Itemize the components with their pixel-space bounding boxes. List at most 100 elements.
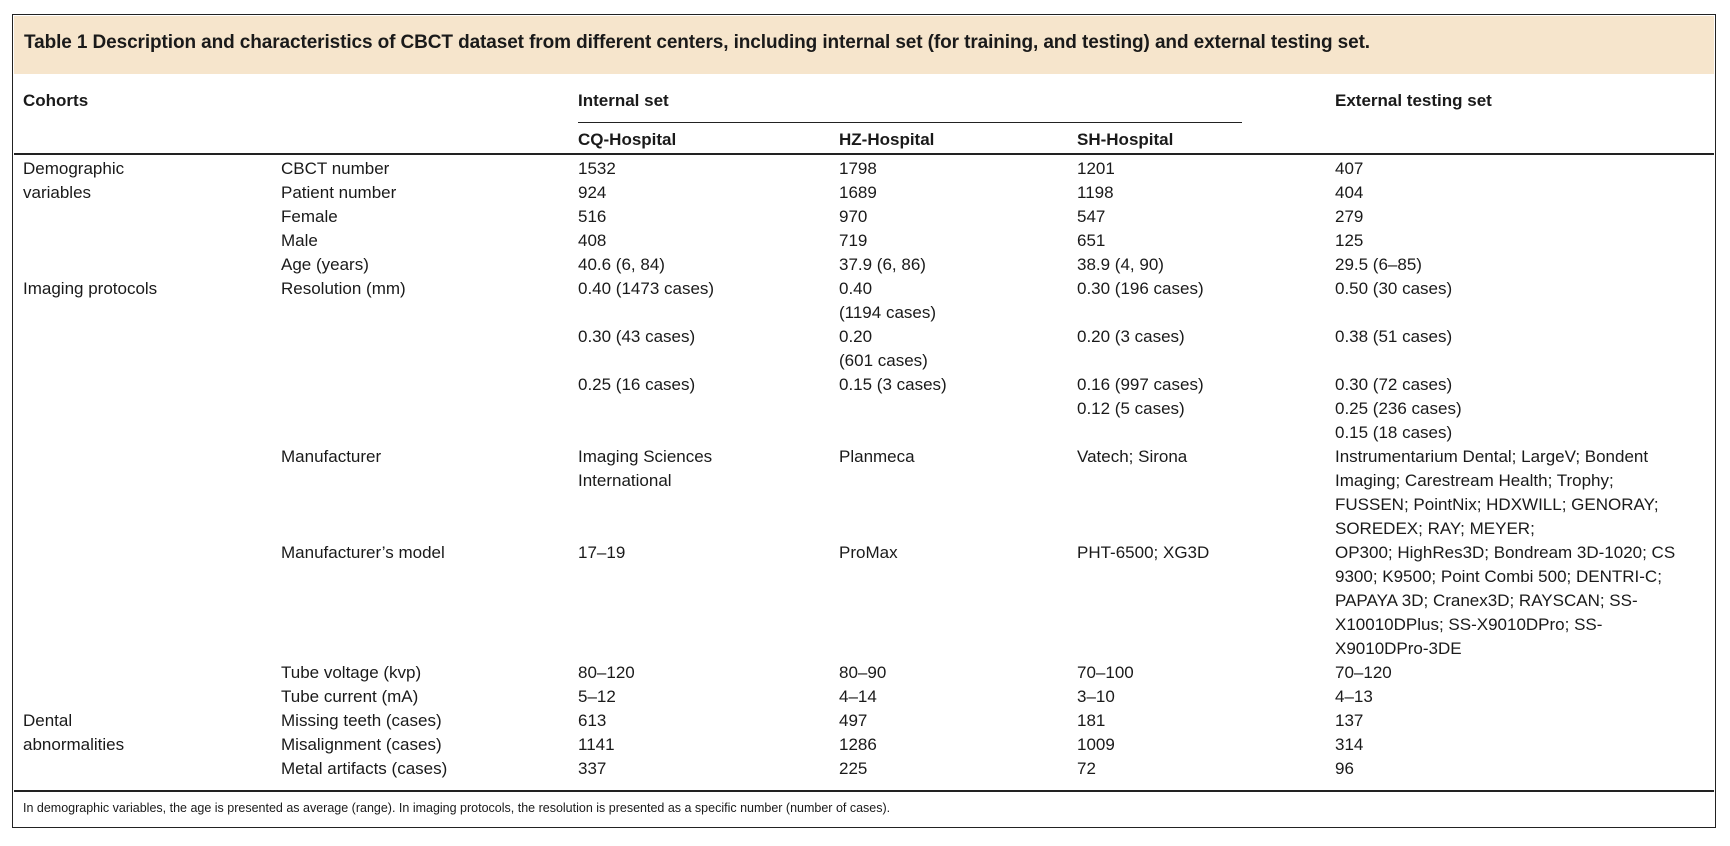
row-label-tube-current: Tube current (mA) — [281, 687, 419, 706]
cell-manufacturer-ext-1: Instrumentarium Dental; LargeV; Bondent — [1335, 447, 1649, 466]
header-sh-hospital: SH-Hospital — [1077, 130, 1174, 149]
cell-manufacturer-ext-4: SOREDEX; RAY; MEYER; — [1335, 519, 1535, 538]
cell-manufacturer-ext-3: FUSSEN; PointNix; HDXWILL; GENORAY; — [1335, 495, 1659, 514]
cell-female-sh: 547 — [1077, 207, 1106, 226]
cell-model-ext-4: X10010DPlus; SS-X9010DPro; SS- — [1335, 615, 1603, 634]
cell-resolution-hz-1b: (1194 cases) — [839, 303, 937, 322]
cell-manufacturer-cq-1: Imaging Sciences — [578, 447, 713, 466]
group-dental-line2: abnormalities — [23, 735, 125, 754]
row-label-patient-number: Patient number — [281, 183, 397, 202]
cell-resolution-hz-2a: 0.20 — [839, 327, 873, 346]
internal-set-rule — [578, 122, 1242, 124]
cell-male-hz: 719 — [839, 231, 868, 250]
caption-bar: Table 1 Description and characteristics … — [14, 16, 1714, 74]
cell-resolution-cq-1: 0.40 (1473 cases) — [578, 279, 715, 298]
cell-resolution-cq-3: 0.25 (16 cases) — [578, 375, 696, 394]
cell-metal-ext: 96 — [1335, 759, 1354, 778]
cell-metal-hz: 225 — [839, 759, 868, 778]
cell-misalignment-hz: 1286 — [839, 735, 877, 754]
cell-resolution-hz-2b: (601 cases) — [839, 351, 928, 370]
table-footnote: In demographic variables, the age is pre… — [23, 801, 891, 815]
header-hz-hospital: HZ-Hospital — [839, 130, 935, 149]
cell-age-sh: 38.9 (4, 90) — [1077, 255, 1164, 274]
cell-model-ext-3: PAPAYA 3D; Cranex3D; RAYSCAN; SS- — [1335, 591, 1638, 610]
cell-model-hz: ProMax — [839, 543, 898, 562]
row-label-male: Male — [281, 231, 318, 250]
cell-misalignment-ext: 314 — [1335, 735, 1364, 754]
cell-resolution-hz-3: 0.15 (3 cases) — [839, 375, 947, 394]
cell-resolution-ext-5: 0.15 (18 cases) — [1335, 423, 1453, 442]
cell-misalignment-cq: 1141 — [578, 735, 615, 754]
cell-voltage-hz: 80–90 — [839, 663, 887, 682]
cell-model-ext-2: 9300; K9500; Point Combi 500; DENTRI-C; — [1335, 567, 1662, 586]
cell-cbct-hz: 1798 — [839, 159, 877, 178]
cell-resolution-ext-2: 0.38 (51 cases) — [1335, 327, 1453, 346]
cell-voltage-ext: 70–120 — [1335, 663, 1392, 682]
group-imaging: Imaging protocols — [23, 279, 158, 298]
cell-manufacturer-cq-2: International — [578, 471, 672, 490]
header-external-set: External testing set — [1335, 91, 1492, 110]
cell-manufacturer-sh: Vatech; Sirona — [1077, 447, 1188, 466]
cell-model-ext-1: OP300; HighRes3D; Bondream 3D-1020; CS — [1335, 543, 1676, 562]
cell-age-ext: 29.5 (6–85) — [1335, 255, 1422, 274]
cell-current-hz: 4–14 — [839, 687, 877, 706]
row-label-metal-artifacts: Metal artifacts (cases) — [281, 759, 448, 778]
cell-missing-sh: 181 — [1077, 711, 1106, 730]
cell-missing-ext: 137 — [1335, 711, 1364, 730]
cell-patient-hz: 1689 — [839, 183, 877, 202]
cell-model-sh: PHT-6500; XG3D — [1077, 543, 1210, 562]
cell-misalignment-sh: 1009 — [1077, 735, 1115, 754]
bottom-rule — [14, 790, 1714, 792]
group-demographic-line2: variables — [23, 183, 92, 202]
cell-patient-cq: 924 — [578, 183, 607, 202]
cell-resolution-ext-3: 0.30 (72 cases) — [1335, 375, 1453, 394]
cell-missing-hz: 497 — [839, 711, 868, 730]
header-rule — [14, 153, 1714, 155]
row-label-missing-teeth: Missing teeth (cases) — [281, 711, 442, 730]
cell-resolution-cq-2: 0.30 (43 cases) — [578, 327, 696, 346]
cell-age-hz: 37.9 (6, 86) — [839, 255, 926, 274]
row-label-model: Manufacturer’s model — [281, 543, 445, 562]
cell-male-cq: 408 — [578, 231, 607, 250]
cell-metal-cq: 337 — [578, 759, 607, 778]
row-label-female: Female — [281, 207, 338, 226]
cell-resolution-hz-1a: 0.40 — [839, 279, 873, 298]
header-internal-set: Internal set — [578, 91, 669, 110]
cell-model-ext-5: X9010DPro-3DE — [1335, 639, 1462, 658]
cell-manufacturer-ext-2: Imaging; Carestream Health; Trophy; — [1335, 471, 1614, 490]
row-label-tube-voltage: Tube voltage (kvp) — [281, 663, 422, 682]
cell-cbct-ext: 407 — [1335, 159, 1364, 178]
table-caption: Table 1 Description and characteristics … — [24, 32, 1370, 53]
cell-cbct-sh: 1201 — [1077, 159, 1115, 178]
cell-missing-cq: 613 — [578, 711, 607, 730]
cell-current-cq: 5–12 — [578, 687, 616, 706]
cell-resolution-sh-1: 0.30 (196 cases) — [1077, 279, 1204, 298]
cell-resolution-sh-4: 0.12 (5 cases) — [1077, 399, 1185, 418]
cell-cbct-cq: 1532 — [578, 159, 616, 178]
group-dental-line1: Dental — [23, 711, 73, 730]
cell-patient-ext: 404 — [1335, 183, 1364, 202]
row-label-age: Age (years) — [281, 255, 369, 274]
header-cohorts: Cohorts — [23, 91, 89, 110]
cell-female-hz: 970 — [839, 207, 868, 226]
row-label-misalignment: Misalignment (cases) — [281, 735, 442, 754]
cell-male-ext: 125 — [1335, 231, 1364, 250]
cell-voltage-cq: 80–120 — [578, 663, 635, 682]
row-label-cbct-number: CBCT number — [281, 159, 390, 178]
cell-resolution-sh-2: 0.20 (3 cases) — [1077, 327, 1185, 346]
cell-resolution-ext-4: 0.25 (236 cases) — [1335, 399, 1462, 418]
cell-patient-sh: 1198 — [1077, 183, 1114, 202]
cell-age-cq: 40.6 (6, 84) — [578, 255, 665, 274]
cell-metal-sh: 72 — [1077, 759, 1096, 778]
cell-resolution-ext-1: 0.50 (30 cases) — [1335, 279, 1453, 298]
cell-manufacturer-hz: Planmeca — [839, 447, 915, 466]
cell-male-sh: 651 — [1077, 231, 1106, 250]
row-label-manufacturer: Manufacturer — [281, 447, 382, 466]
cell-model-cq: 17–19 — [578, 543, 626, 562]
table-frame: Table 1 Description and characteristics … — [12, 14, 1716, 828]
cell-resolution-sh-3: 0.16 (997 cases) — [1077, 375, 1204, 394]
row-label-resolution: Resolution (mm) — [281, 279, 406, 298]
header-cq-hospital: CQ-Hospital — [578, 130, 677, 149]
group-demographic-line1: Demographic — [23, 159, 125, 178]
cell-voltage-sh: 70–100 — [1077, 663, 1134, 682]
